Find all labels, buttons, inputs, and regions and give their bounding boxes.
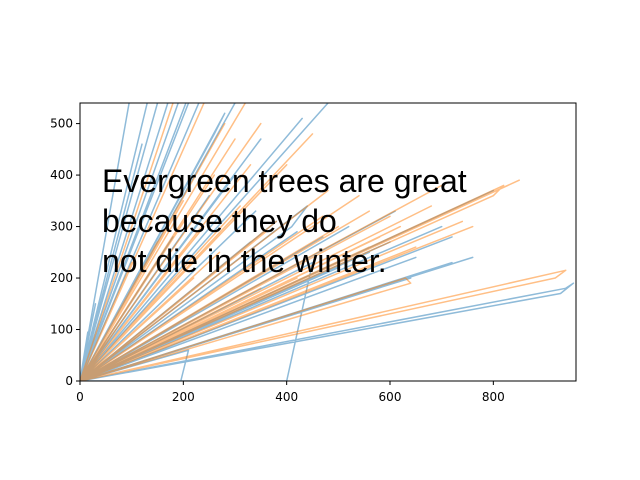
- x-tick-label: 200: [172, 390, 195, 404]
- overlay-annotation: Evergreen trees are great because they d…: [102, 163, 467, 279]
- y-tick-label: 400: [50, 168, 73, 182]
- annotation-line-3: not die in the winter.: [102, 243, 387, 279]
- x-tick-label: 800: [482, 390, 505, 404]
- plot-lines: [80, 103, 575, 381]
- y-tick-label: 200: [50, 271, 73, 285]
- x-tick-label: 0: [76, 390, 84, 404]
- annotation-line-1: Evergreen trees are great: [102, 163, 467, 199]
- x-tick-label: 400: [275, 390, 298, 404]
- y-tick-label: 100: [50, 323, 73, 337]
- annotation-line-2: because they do: [102, 203, 337, 239]
- x-axis-ticks: 0 200 400 600 800: [76, 381, 505, 404]
- y-axis-ticks: 0 100 200 300 400 500: [50, 117, 80, 388]
- axes-frame: [79, 102, 577, 382]
- y-tick-label: 500: [50, 117, 73, 131]
- x-tick-label: 600: [379, 390, 402, 404]
- y-tick-label: 0: [65, 374, 73, 388]
- series-line-2: [80, 103, 567, 381]
- y-tick-label: 300: [50, 220, 73, 234]
